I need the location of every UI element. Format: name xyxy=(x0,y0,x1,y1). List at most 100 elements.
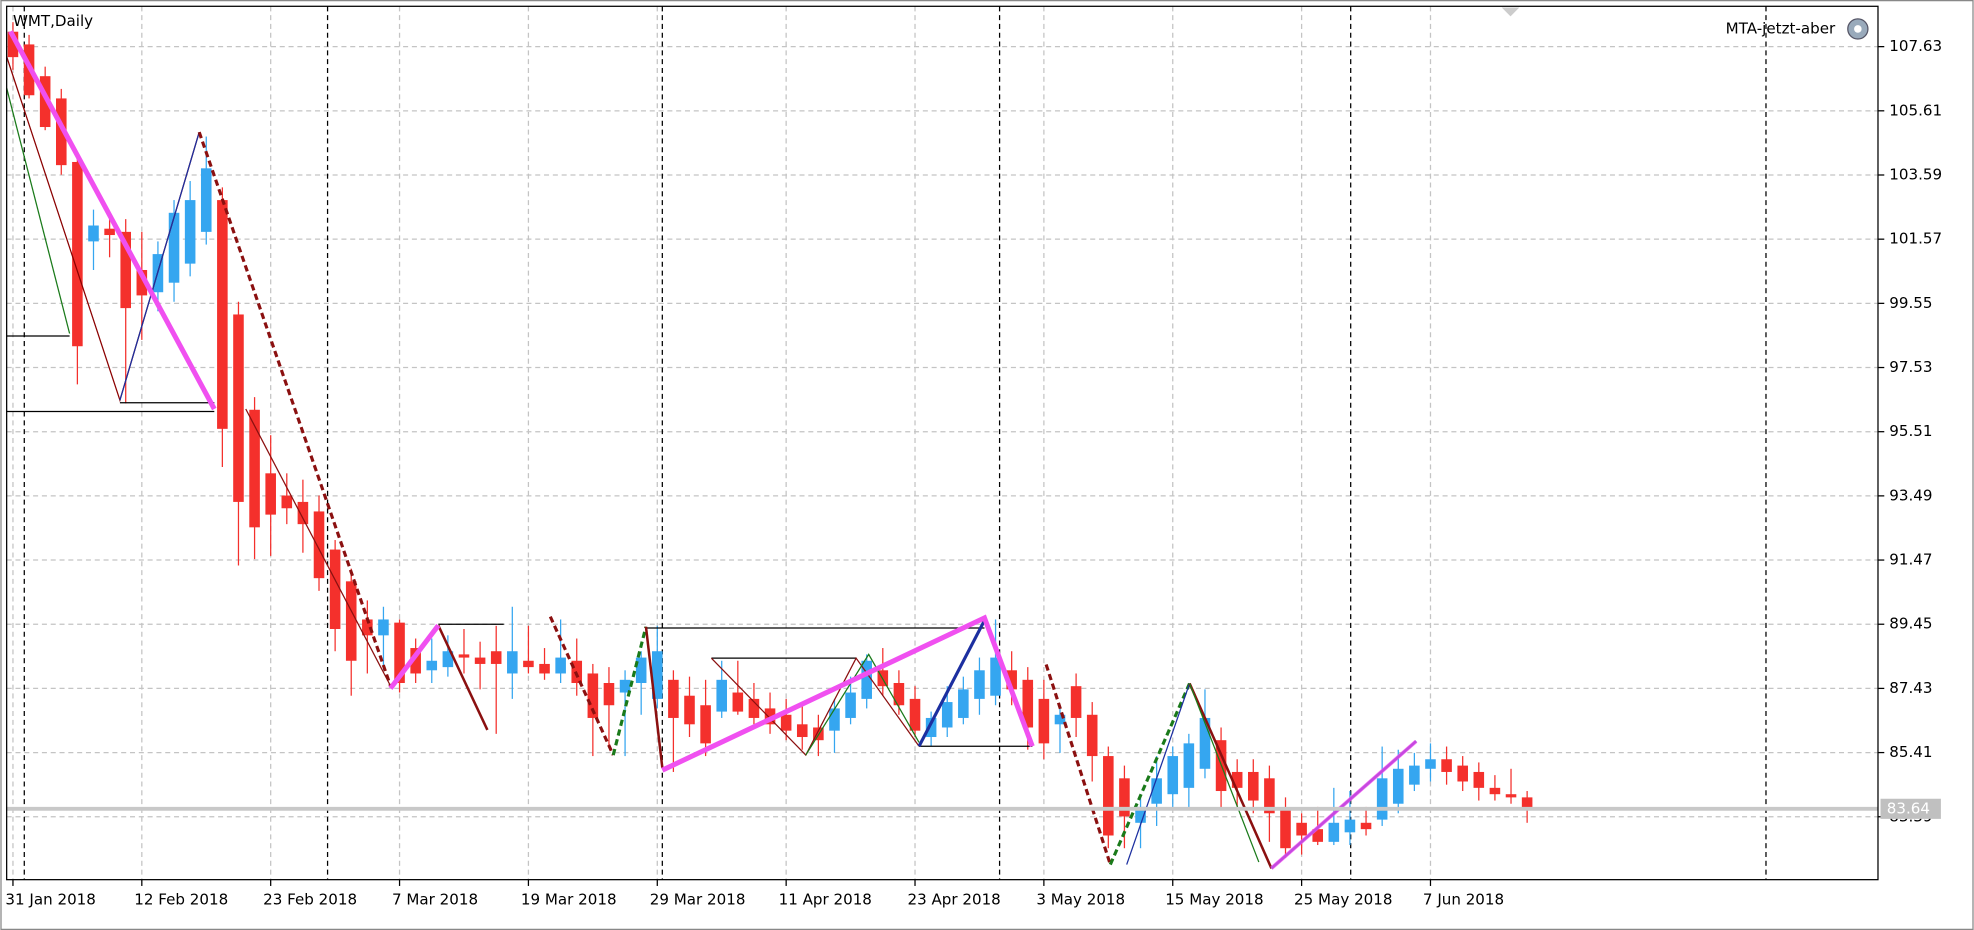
candle-body xyxy=(539,663,550,674)
candle-body xyxy=(780,714,792,731)
pink-zigzag xyxy=(661,614,1035,773)
x-tick-label: 11 Apr 2018 xyxy=(779,890,872,908)
candle-body xyxy=(39,76,51,128)
x-tick-label: 7 Jun 2018 xyxy=(1423,890,1504,908)
candle-body xyxy=(1521,797,1533,809)
candle-body xyxy=(1070,686,1082,718)
y-tick-label: 93.49 xyxy=(1889,486,1932,504)
candle-body xyxy=(72,161,83,347)
candle-body xyxy=(136,269,148,296)
candle-body xyxy=(1280,810,1291,849)
candle-body xyxy=(909,698,921,731)
candle-body xyxy=(410,648,421,674)
zigzag-dashed xyxy=(548,615,615,756)
expert-icon xyxy=(1847,18,1869,40)
candle-body xyxy=(104,228,115,236)
candle-body xyxy=(555,657,566,674)
y-tick-label: 97.53 xyxy=(1889,358,1932,376)
candle-body xyxy=(587,673,599,718)
x-tick-label: 23 Apr 2018 xyxy=(907,890,1000,908)
zigzag-line xyxy=(119,131,200,401)
pink-zigzag xyxy=(1270,739,1418,870)
candle-body xyxy=(796,724,808,738)
indicator-overlay xyxy=(6,30,1418,870)
candle-body xyxy=(442,651,454,668)
candle-body xyxy=(233,314,244,502)
candle-body xyxy=(990,657,1001,696)
x-tick-label: 25 May 2018 xyxy=(1294,890,1392,908)
candle-body xyxy=(1312,829,1324,842)
candle-body xyxy=(1086,714,1098,757)
candle-body xyxy=(700,705,711,744)
y-tick-label: 91.47 xyxy=(1889,551,1932,569)
axes: 83.3985.4187.4389.4591.4793.4995.5197.53… xyxy=(5,37,1942,908)
candle-body xyxy=(668,679,679,718)
y-tick-label: 103.59 xyxy=(1889,165,1942,183)
zigzag-line xyxy=(245,408,392,687)
zigzag-line xyxy=(1188,682,1273,869)
candle-body xyxy=(619,679,631,693)
candle-body xyxy=(925,717,937,738)
candle-body xyxy=(1409,765,1420,785)
period-separators xyxy=(23,6,1767,880)
candle-body xyxy=(426,660,438,671)
candle-body xyxy=(861,660,872,699)
candle-body xyxy=(1425,759,1436,769)
candle-body xyxy=(281,495,293,509)
candle-body xyxy=(732,692,744,712)
y-tick-label: 85.41 xyxy=(1889,743,1932,761)
candle-body xyxy=(958,689,969,718)
candle-body xyxy=(490,651,502,664)
y-tick-label: 95.51 xyxy=(1889,422,1932,440)
candle-body xyxy=(1489,787,1501,795)
x-tick-label: 12 Feb 2018 xyxy=(134,890,228,908)
candle-body xyxy=(1296,822,1307,836)
candle-body xyxy=(1505,794,1517,798)
candle-body xyxy=(378,619,389,636)
candle-body xyxy=(1264,778,1275,814)
plot-frame xyxy=(6,5,1879,881)
candle-body xyxy=(523,660,534,668)
x-tick-label: 31 Jan 2018 xyxy=(5,890,95,908)
candle-body xyxy=(1022,679,1034,728)
candle-body xyxy=(764,708,776,725)
y-tick-label: 87.43 xyxy=(1889,679,1932,697)
pink-zigzag xyxy=(388,623,441,690)
y-tick-label: 99.55 xyxy=(1889,294,1932,312)
candle-body xyxy=(184,200,196,264)
zigzag-line xyxy=(805,653,920,756)
candle-body xyxy=(458,654,470,658)
candle-body xyxy=(88,225,99,242)
candle-body xyxy=(1006,670,1017,690)
candle-body xyxy=(1360,822,1372,830)
candle-body xyxy=(1135,806,1146,823)
x-tick-label: 29 Mar 2018 xyxy=(650,890,746,908)
x-tick-label: 19 Mar 2018 xyxy=(521,890,617,908)
candle-body xyxy=(1199,717,1211,769)
candle-body xyxy=(1151,778,1162,804)
zigzag-line xyxy=(1126,683,1191,865)
candle-body xyxy=(200,168,212,232)
candle-body xyxy=(974,670,985,699)
candle-body xyxy=(1392,768,1404,804)
candle-body xyxy=(716,679,728,712)
candle-body xyxy=(1038,698,1050,744)
zigzag-line xyxy=(917,619,986,747)
candle-body xyxy=(829,708,840,731)
expert-label: MTA-jetzt-aber xyxy=(1726,19,1836,37)
candle-body xyxy=(507,651,518,674)
candle-body xyxy=(1183,743,1195,788)
x-tick-label: 15 May 2018 xyxy=(1165,890,1263,908)
candle-body xyxy=(1103,756,1114,836)
zigzag-dashed xyxy=(611,626,648,756)
candle-body xyxy=(1054,714,1066,725)
y-tick-label: 105.61 xyxy=(1889,101,1942,119)
candle-body xyxy=(168,212,180,283)
candle-body xyxy=(55,98,67,166)
candle-body xyxy=(362,619,373,636)
candle-body xyxy=(1376,778,1388,820)
candle-body xyxy=(1328,822,1340,842)
candle-body xyxy=(635,657,647,684)
